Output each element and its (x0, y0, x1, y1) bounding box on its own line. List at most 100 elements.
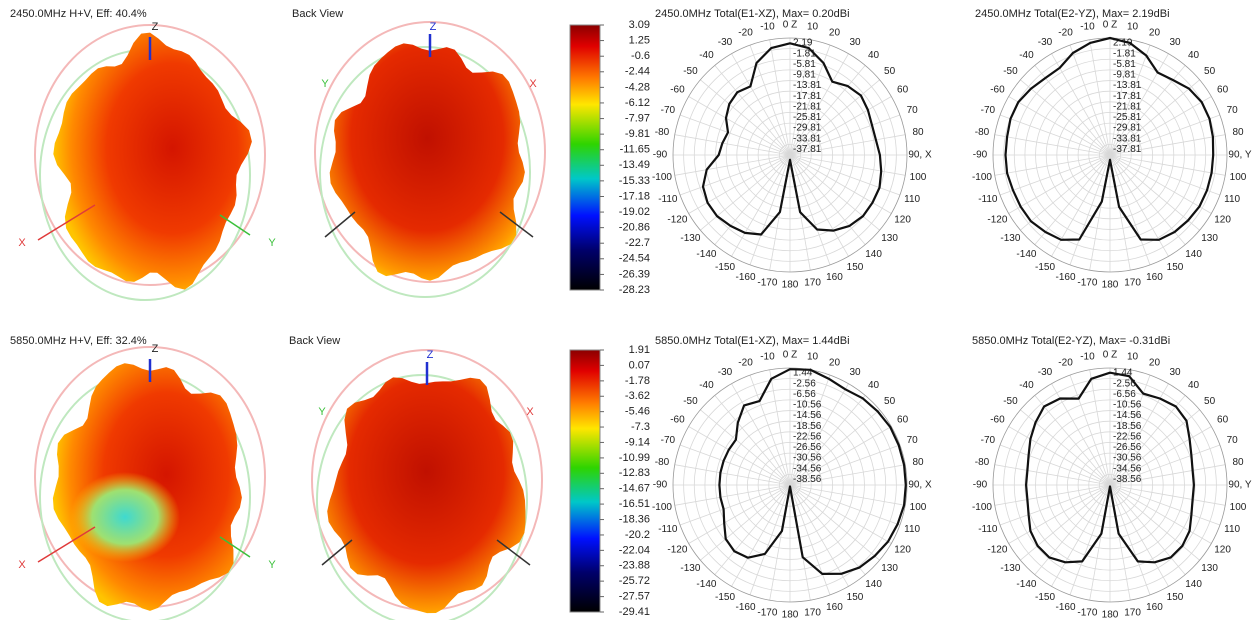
spoke-line (789, 96, 892, 156)
pattern-outline (314, 21, 546, 283)
angle-label: 60 (1217, 415, 1229, 426)
spoke-line (1109, 79, 1200, 156)
angle-label: -160 (1056, 272, 1076, 283)
angle-label: -150 (715, 592, 735, 603)
angle-label: 130 (881, 563, 898, 574)
ring-line (747, 442, 833, 528)
view-title: Back View (289, 335, 340, 347)
ring-label: -29.81 (793, 123, 822, 134)
axis-line (324, 211, 356, 238)
spoke-line (731, 383, 791, 486)
ring-line (683, 378, 897, 592)
ring-label: -38.56 (793, 474, 822, 485)
ring-label: -2.56 (1113, 378, 1136, 389)
spoke-line (688, 484, 791, 544)
colorbar-label: -5.46 (625, 406, 650, 418)
spoke-line (674, 154, 791, 176)
ring-line (757, 452, 823, 518)
ring-line (1045, 420, 1175, 550)
angle-label: 30 (849, 367, 861, 378)
angle-label: 110 (904, 524, 920, 535)
angle-label: 120 (1214, 545, 1231, 556)
colorbar-label: -7.97 (625, 112, 650, 124)
axis-label: Y (321, 78, 329, 90)
pattern-curve (1004, 36, 1215, 241)
ring-label: -14.56 (793, 410, 822, 421)
angle-label: -80 (655, 127, 670, 138)
spoke-line (769, 39, 791, 156)
angle-label: 180 (1102, 610, 1119, 620)
colorbar-label: 1.91 (629, 344, 650, 356)
ring-line (1077, 452, 1143, 518)
angle-label: -50 (683, 66, 698, 77)
angle-label: 100 (1230, 502, 1247, 513)
angle-label: 140 (1185, 579, 1202, 590)
ring-label: -25.81 (793, 112, 822, 123)
spoke-line (789, 409, 880, 486)
angle-label: -130 (680, 563, 700, 574)
spoke-line (679, 154, 791, 196)
ring-label: -26.56 (793, 442, 822, 453)
colorbar-label: -20.2 (625, 529, 650, 541)
angle-label: -110 (658, 524, 678, 535)
spoke-line (1109, 484, 1226, 506)
axis-label: Y (268, 559, 276, 571)
angle-label: -130 (1000, 233, 1020, 244)
colorbar-label: -1.78 (625, 375, 650, 387)
spoke-line (1109, 114, 1221, 156)
angle-label: 170 (804, 608, 821, 619)
axis-label: X (529, 78, 537, 90)
ring-label: -34.56 (793, 463, 822, 474)
spoke-line (1109, 154, 1200, 231)
angle-label: -100 (972, 502, 992, 513)
angle-label: -50 (1003, 66, 1018, 77)
spoke-line (1109, 484, 1169, 587)
spoke-line (1089, 39, 1111, 156)
angle-label: -40 (699, 50, 714, 61)
angle-label: 70 (1227, 105, 1239, 116)
angle-label: 130 (1201, 563, 1218, 574)
ring-line (693, 388, 887, 582)
ring-line (1077, 122, 1143, 188)
angle-label: -120 (987, 215, 1007, 226)
angle-label: 100 (910, 172, 927, 183)
angle-label: 150 (1167, 262, 1184, 273)
angle-label: 40 (1188, 50, 1200, 61)
colorbar-label: -18.36 (619, 513, 650, 525)
ring-line (1013, 58, 1207, 252)
spoke-line (1020, 154, 1111, 231)
spoke-line (1109, 96, 1212, 156)
ring-label: -5.81 (1113, 59, 1136, 70)
angle-label: -120 (987, 545, 1007, 556)
angle-label: -90 (653, 480, 668, 491)
spoke-line (1034, 65, 1111, 156)
spoke-line (1109, 464, 1226, 486)
angle-label: -20 (738, 27, 753, 38)
ring-line (1098, 473, 1122, 497)
spoke-line (688, 154, 791, 214)
angle-label: 60 (897, 85, 909, 96)
angle-label: -120 (667, 545, 687, 556)
angle-label: 30 (849, 37, 861, 48)
ring-line (725, 90, 855, 220)
angle-label: -110 (978, 524, 998, 535)
angle-label: 50 (1204, 396, 1216, 407)
colorbar-label: -12.83 (619, 467, 650, 479)
angle-label: 110 (904, 194, 920, 205)
angle-label: 150 (1167, 592, 1184, 603)
angle-label: -10 (760, 22, 775, 33)
angle-label: -170 (757, 278, 777, 289)
angle-label: 110 (1224, 524, 1240, 535)
spoke-line (994, 134, 1111, 156)
axis-label: X (18, 237, 26, 249)
spoke-line (789, 154, 849, 257)
ring-line (1088, 463, 1132, 507)
spoke-line (789, 369, 811, 486)
ring-line (693, 58, 887, 252)
axis-line (37, 204, 96, 241)
angle-label: 60 (1217, 85, 1229, 96)
angle-label: -20 (1058, 27, 1073, 38)
spoke-line (1109, 53, 1169, 156)
spoke-line (789, 374, 831, 486)
angle-label: 150 (847, 262, 864, 273)
